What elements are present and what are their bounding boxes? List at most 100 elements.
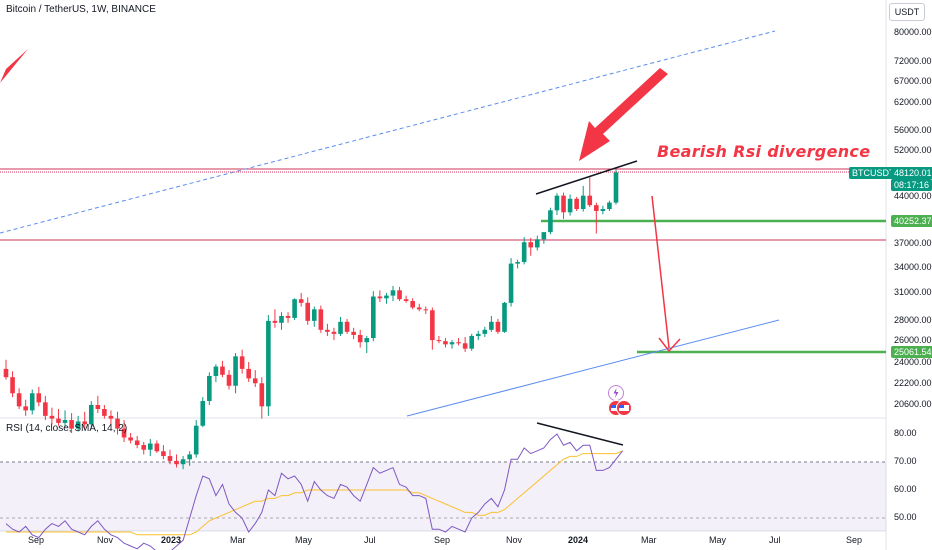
candle-body — [613, 172, 619, 203]
time-tick-label: Mar — [641, 535, 657, 545]
candle-series — [3, 169, 619, 470]
candle-body — [246, 368, 251, 379]
candle-body — [344, 321, 350, 332]
candle-body — [397, 290, 402, 300]
price-tick-label: 80000.00 — [894, 27, 932, 37]
rsi-title[interactable]: RSI (14, close, SMA, 14, 2) — [6, 423, 128, 434]
candle-body — [220, 366, 225, 375]
candle-body — [292, 299, 297, 318]
candle-body — [600, 209, 606, 211]
candle-body — [75, 421, 81, 429]
price-tick-label: 26000.00 — [894, 335, 932, 346]
candle-body — [174, 460, 179, 465]
candle-body — [305, 302, 311, 321]
time-tick-label: Mar — [230, 535, 246, 545]
candle-body — [207, 375, 212, 402]
candle-body — [272, 320, 278, 323]
price-tick-label: 31000.00 — [894, 286, 932, 297]
candle-body — [49, 415, 55, 419]
price-tick-label: 28000.00 — [894, 314, 932, 325]
candle-body — [469, 335, 474, 349]
symbol-title[interactable]: Bitcoin / TetherUS, 1W, BINANCE — [6, 4, 156, 15]
candle-body — [167, 456, 173, 461]
candle-body — [430, 310, 435, 341]
candle-body — [285, 315, 291, 318]
countdown-badge: 08:17:16 — [891, 179, 932, 191]
candle-body — [462, 343, 468, 349]
candle-body — [331, 331, 337, 334]
symbol-badge: BTCUSDT — [849, 167, 898, 179]
candle-body — [390, 290, 396, 296]
candle-body — [154, 443, 160, 452]
candle-body — [377, 296, 383, 299]
price-tick-label: 56000.00 — [894, 124, 932, 135]
candle-body — [102, 409, 107, 416]
candle-body — [521, 242, 527, 263]
candle-body — [56, 418, 61, 423]
candle-body — [515, 262, 520, 264]
rsi-band-fill — [0, 462, 886, 531]
candle-body — [508, 263, 514, 303]
time-tick-label: Sep — [28, 535, 45, 545]
candle-body — [371, 296, 376, 339]
us-flag-event-icon-2[interactable] — [616, 400, 632, 416]
candle-body — [423, 309, 429, 311]
time-tick-label: 2023 — [161, 535, 182, 545]
price-tick-label: 72000.00 — [894, 55, 932, 66]
candle-body — [266, 320, 271, 407]
rsi-ma-line — [6, 450, 623, 536]
time-tick-label: Nov — [506, 535, 523, 545]
time-tick-label: Sep — [434, 535, 451, 545]
price-tick-label: 62000.00 — [894, 96, 932, 107]
price-tick-label: 52000.00 — [894, 145, 932, 156]
trend-line-support — [406, 319, 780, 417]
candle-body — [213, 366, 219, 376]
candle-body — [384, 295, 389, 299]
candle-body — [148, 443, 153, 450]
candle-body — [534, 239, 540, 248]
candle-body — [115, 418, 120, 429]
time-tick-label: Nov — [97, 535, 114, 545]
candle-body — [554, 195, 560, 211]
candle-body — [594, 205, 599, 211]
price-tick-label: 24000.00 — [894, 357, 932, 368]
candle-body — [226, 374, 232, 386]
candle-body — [351, 331, 356, 335]
time-tick-label: Jul — [769, 535, 781, 545]
candle-body — [82, 421, 88, 425]
candle-body — [357, 334, 363, 343]
price-tick-label: 34000.00 — [894, 261, 932, 272]
candle-body — [3, 368, 9, 378]
candle-body — [259, 383, 265, 407]
time-tick-label: 2024 — [568, 535, 589, 545]
candle-body — [279, 315, 284, 323]
candle-body — [436, 340, 442, 342]
candle-body — [574, 198, 579, 210]
time-tick-label: Sep — [846, 535, 863, 545]
price-tick-label: 67000.00 — [894, 75, 932, 86]
rsi-tick-label: 80.00 — [894, 428, 917, 438]
candle-body — [36, 393, 42, 403]
candle-body — [180, 459, 186, 465]
candle-body — [325, 329, 330, 332]
candle-body — [318, 309, 324, 330]
candle-body — [482, 329, 488, 334]
rsi-tick-label: 70.00 — [894, 456, 917, 466]
support-price-badge: 40252.37 — [891, 215, 932, 227]
candle-body — [43, 402, 48, 416]
lightning-event-icon[interactable] — [608, 385, 624, 401]
candle-body — [449, 342, 455, 345]
candle-body — [10, 377, 15, 394]
candle-body — [338, 321, 343, 334]
rsi-tick-label: 60.00 — [894, 484, 917, 494]
candle-body — [108, 415, 114, 419]
candle-body — [69, 420, 74, 429]
candle-body — [88, 405, 94, 425]
candle-body — [607, 202, 612, 210]
rsi-line — [5, 433, 623, 550]
candle-body — [128, 437, 133, 441]
last-price-badge: 48120.01 — [891, 167, 932, 179]
candle-body — [311, 309, 317, 321]
currency-button[interactable]: USDT — [889, 3, 925, 21]
